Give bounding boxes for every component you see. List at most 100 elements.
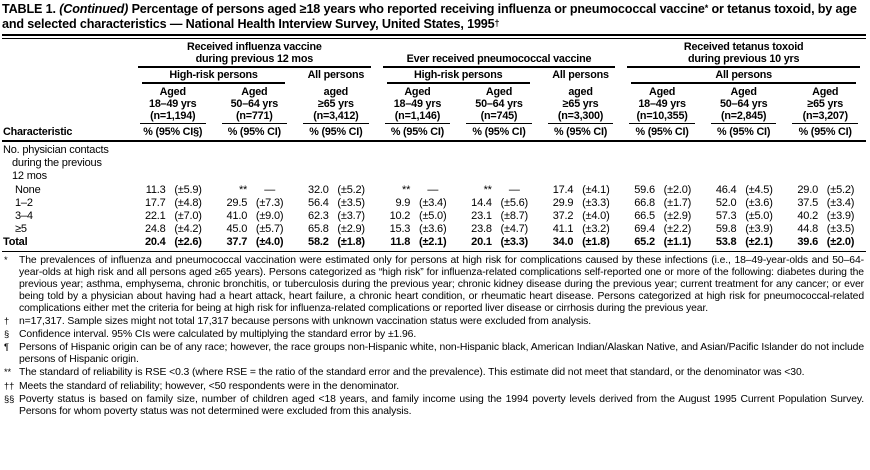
percent-value: 10.2 <box>389 210 411 223</box>
column-percent-ci-header: % (95% CI) <box>309 126 363 138</box>
data-cell: 62.3 (±3.7) <box>295 210 377 223</box>
confidence-interval: (±3.3) <box>582 196 610 209</box>
row-label: 3–4 <box>15 210 33 223</box>
data-cell: 37.2 (±4.0) <box>540 210 622 223</box>
percent-value: 34.0 <box>552 236 574 249</box>
confidence-interval: (±3.9) <box>826 210 855 223</box>
percent-value: 69.4 <box>634 223 655 236</box>
confidence-interval: — <box>508 183 520 196</box>
column-sample-size: (n=771) <box>221 110 288 124</box>
footnote-marker: ** <box>4 367 12 378</box>
row-section-label-line: No. physician contacts <box>3 144 109 156</box>
confidence-interval: (±2.0) <box>826 236 855 249</box>
table-bottom-rule <box>2 250 866 252</box>
percent-value: 29.0 <box>797 183 818 196</box>
confidence-interval: (±7.0) <box>174 210 202 223</box>
title-text-a: Percentage of persons aged ≥18 years who… <box>131 2 705 16</box>
column-aged-label: Aged <box>730 86 757 98</box>
data-cell: 29.0 (±5.2) <box>784 184 866 197</box>
empty-cell <box>703 144 785 184</box>
confidence-interval: (±5.9) <box>174 183 202 196</box>
group-header-tetanus: Received tetanus toxoid during previous … <box>627 41 860 68</box>
data-cell: 65.2 (±1.1) <box>621 236 703 249</box>
data-cell: 24.8 (±4.2) <box>132 223 214 236</box>
percent-value: 29.9 <box>552 196 574 209</box>
confidence-interval: (±2.6) <box>174 236 202 249</box>
confidence-interval: (±5.0) <box>418 210 447 223</box>
empty-cell <box>540 144 622 184</box>
percent-value: 46.4 <box>715 183 737 196</box>
subgroup-influenza-all-persons: All persons <box>307 69 365 81</box>
percent-value: 32.0 <box>308 183 329 196</box>
column-sample-size: (n=1,194) <box>140 110 206 124</box>
data-cell: 69.4 (±2.2) <box>621 223 703 236</box>
data-cell: 59.6 (±2.0) <box>621 184 703 197</box>
data-cell: 11.8 (±2.1) <box>377 236 459 249</box>
percent-value: 11.8 <box>390 236 411 249</box>
percent-value: 39.6 <box>797 236 818 249</box>
group-title-line: Received influenza vaccine <box>187 41 322 53</box>
percent-value: 22.1 <box>144 210 166 223</box>
confidence-interval: (±5.2) <box>337 183 365 196</box>
data-cell: 57.3 (±5.0) <box>703 210 785 223</box>
column-aged-label: Aged <box>159 86 186 98</box>
column-percent-ci-header: % (95% CI) <box>717 126 771 138</box>
data-cell: 46.4 (±4.5) <box>703 184 785 197</box>
percent-value: 66.8 <box>634 196 655 209</box>
confidence-interval: (±3.7) <box>337 210 365 223</box>
confidence-interval: (±2.2) <box>663 223 692 236</box>
data-cell: 23.8 (±4.7) <box>458 223 540 236</box>
data-cell: 40.2 (±3.9) <box>784 210 866 223</box>
subgroup-tetanus-all-persons: All persons <box>631 69 856 84</box>
confidence-interval: (±3.6) <box>418 223 447 236</box>
empty-cell <box>132 144 214 184</box>
group-header-pneumococcal: Ever received pneumococcal vaccine <box>382 41 616 68</box>
footnote: § Confidence interval. 95% CIs were calcu… <box>2 329 866 341</box>
empty-cell <box>458 144 540 184</box>
percent-value: 41.0 <box>226 210 248 223</box>
header-rule <box>2 140 866 142</box>
column-aged-label: Aged <box>404 86 431 98</box>
column-age-range: 18–49 yrs <box>638 98 686 110</box>
data-cell: 65.8 (±2.9) <box>295 223 377 236</box>
confidence-interval: (±3.6) <box>745 196 773 209</box>
empty-cell <box>214 144 296 184</box>
data-cell: 52.0 (±3.6) <box>703 197 785 210</box>
percent-value: 29.5 <box>226 196 248 209</box>
column-sample-size: (n=3,207) <box>792 110 858 124</box>
data-cell: 9.9 (±3.4) <box>377 197 459 210</box>
percent-value: ** <box>238 183 248 196</box>
data-cell: 15.3 (±3.6) <box>377 223 459 236</box>
column-percent-ci-header: % (95% CI) <box>472 126 526 138</box>
percent-value: ** <box>402 183 411 196</box>
confidence-interval: (±5.2) <box>826 183 855 196</box>
empty-cell <box>295 144 377 184</box>
confidence-interval: — <box>427 183 439 196</box>
percent-value: 37.5 <box>797 196 818 209</box>
column-sample-size: (n=10,355) <box>629 110 695 124</box>
footnote: §§ Poverty status is based on family size… <box>2 394 866 418</box>
data-cell: 22.1 (±7.0) <box>132 210 214 223</box>
percent-value: 52.0 <box>715 196 737 209</box>
confidence-interval: — <box>264 183 276 196</box>
data-cell: 39.6 (±2.0) <box>784 236 866 249</box>
data-cell: 66.5 (±2.9) <box>621 210 703 223</box>
footnote-marker: †† <box>4 380 15 391</box>
footnote: ¶ Persons of Hispanic origin can be of an… <box>2 342 866 366</box>
data-cell: ** — <box>458 184 540 197</box>
percent-value: 65.8 <box>308 223 329 236</box>
data-cell: 20.1 (±3.3) <box>458 236 540 249</box>
subgroup-pneumococcal-high-risk: High-risk persons <box>386 69 530 84</box>
column-sample-size: (n=2,845) <box>710 110 777 124</box>
column-percent-ci-header: % (95% CI) <box>227 126 281 138</box>
confidence-interval: (±3.2) <box>582 223 610 236</box>
subgroup-pneumococcal-all-persons: All persons <box>552 69 609 81</box>
data-cell: 11.3 (±5.9) <box>132 184 214 197</box>
footnote: ** The standard of reliability is RSE <0.… <box>2 367 866 379</box>
column-aged-label: Aged <box>812 86 839 98</box>
percent-value: 65.2 <box>634 236 655 249</box>
confidence-interval: (±3.4) <box>418 196 447 209</box>
row-section-label: No. physician contacts during the previou… <box>2 144 132 184</box>
group-title-line: during previous 12 mos <box>195 53 314 65</box>
percent-value: 9.9 <box>395 196 411 209</box>
